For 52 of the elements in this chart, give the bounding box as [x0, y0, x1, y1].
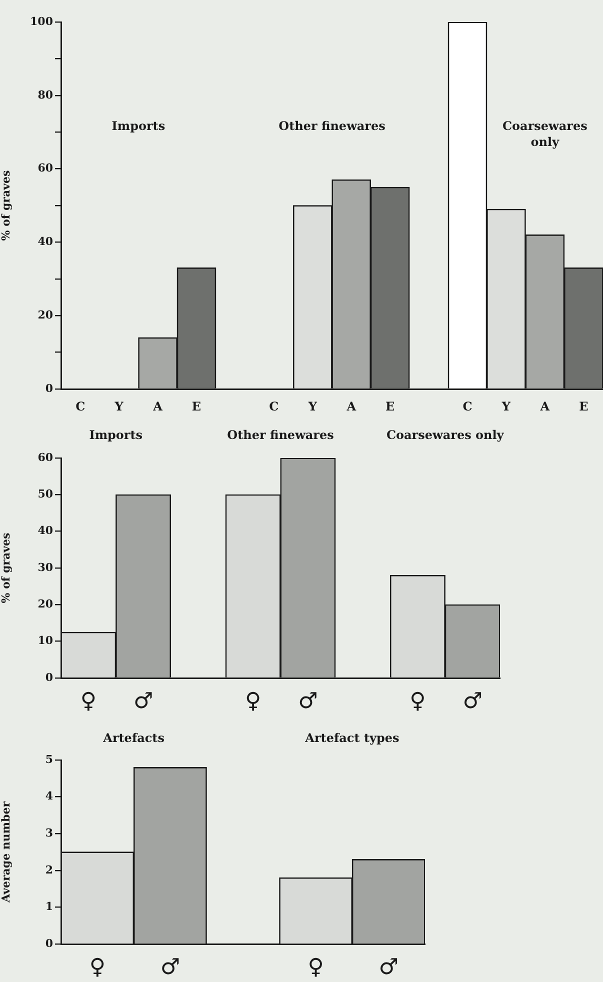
y-tick-label: 60 [38, 450, 54, 464]
y-tick-label: 2 [45, 863, 53, 876]
x-tick-label: E [579, 399, 588, 414]
x-tick-label: Y [307, 399, 318, 414]
x-tick-label: ♂ [378, 954, 398, 980]
y-tick-label: 40 [38, 524, 54, 538]
y-tick-label: 30 [38, 560, 54, 574]
x-tick-label: ♂ [298, 688, 318, 714]
x-tick-label: C [462, 399, 472, 414]
x-tick-label: Y [500, 399, 511, 414]
x-tick-label: ♀ [410, 688, 426, 714]
y-tick-label: 80 [38, 88, 54, 102]
y-tick-label: 5 [45, 752, 53, 766]
x-tick-label: ♀ [308, 954, 324, 980]
y-tick-label: 40 [38, 235, 54, 248]
text: Coarsewares only [386, 428, 505, 442]
annotation: Imports [112, 119, 166, 134]
text: Artefacts [102, 731, 165, 746]
y-tick-label: 10 [38, 634, 54, 648]
x-tick-label: ♂ [160, 954, 180, 980]
x-tick-label: A [539, 399, 550, 414]
annotation: Coarsewares only [502, 119, 588, 150]
text: Artefact types [304, 731, 400, 746]
x-tick-label: ♂ [133, 688, 154, 714]
y-tick-label: 50 [38, 488, 54, 501]
y-tick-label: 1 [45, 900, 53, 914]
y-tick-label: 3 [45, 826, 53, 840]
x-tick-label: A [152, 399, 164, 414]
y-axis-title: Average number [0, 801, 12, 904]
y-tick-label: 4 [45, 790, 54, 803]
x-tick-label: ♀ [245, 688, 262, 714]
x-tick-label: E [192, 399, 202, 414]
y-tick-label: 0 [45, 936, 54, 950]
x-tick-label: ♀ [89, 954, 106, 980]
y-axis-title: % of graves [0, 532, 12, 604]
x-tick-label: C [76, 399, 86, 414]
y-tick-label: 0 [45, 670, 54, 684]
x-tick-label: E [385, 399, 395, 414]
y-axis-title: % of graves [0, 170, 12, 241]
y-tick-label: 100 [30, 14, 54, 28]
text: Imports [89, 428, 143, 442]
x-tick-label: ♀ [80, 688, 96, 714]
x-tick-label: ♂ [462, 688, 482, 714]
text: Other finewares [227, 428, 334, 442]
y-tick-label: 20 [38, 308, 54, 322]
y-tick-label: 20 [38, 598, 54, 611]
y-tick-label: 0 [45, 382, 54, 395]
annotation: Other finewares [278, 119, 386, 134]
x-tick-label: A [346, 399, 357, 414]
x-tick-label: C [269, 399, 279, 414]
x-tick-label: Y [114, 399, 124, 414]
y-tick-label: 60 [38, 162, 54, 175]
